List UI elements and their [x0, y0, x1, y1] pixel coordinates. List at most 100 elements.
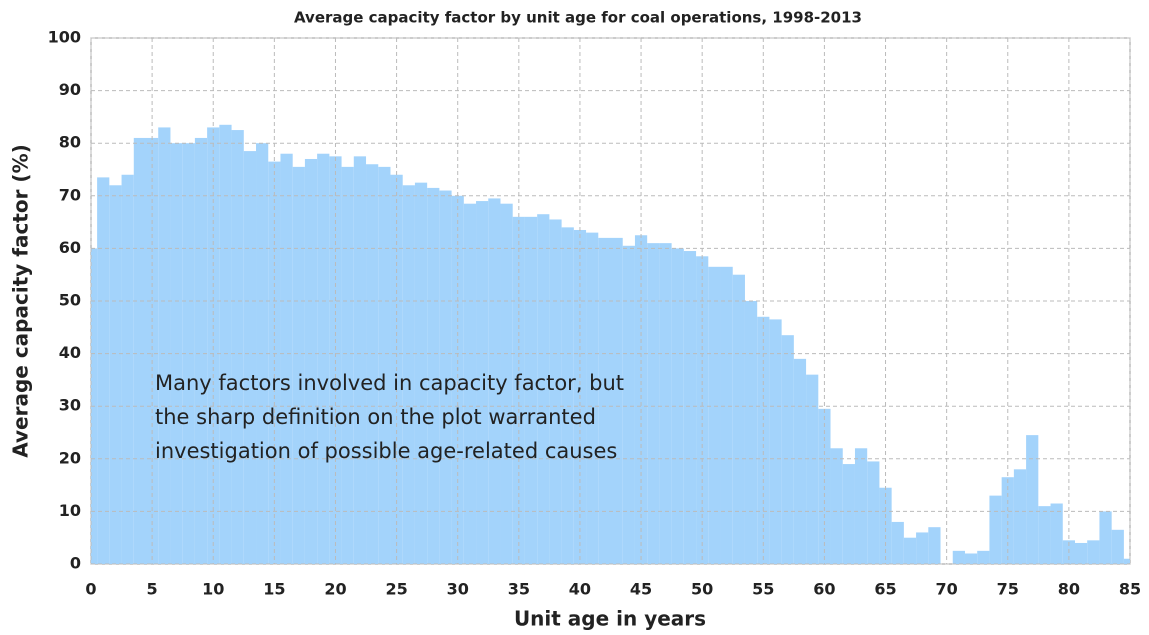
bars — [91, 124, 1130, 564]
y-tick-label: 10 — [59, 501, 81, 520]
bar — [537, 214, 550, 564]
y-tick-label: 90 — [59, 80, 81, 99]
bar — [524, 216, 538, 564]
bar — [1050, 503, 1063, 564]
annotation-line: Many factors involved in capacity factor… — [155, 371, 624, 395]
y-tick-label: 80 — [59, 133, 81, 152]
bar — [1026, 435, 1039, 564]
bar — [97, 177, 110, 564]
x-axis-label: Unit age in years — [514, 607, 706, 631]
y-tick-label: 100 — [48, 28, 81, 47]
bar — [561, 227, 574, 564]
bar — [806, 374, 819, 564]
annotation: Many factors involved in capacity factor… — [155, 371, 624, 463]
bar — [1074, 542, 1088, 564]
bar — [439, 190, 452, 564]
bar — [891, 521, 904, 564]
bar — [194, 137, 208, 564]
x-tick-label: 75 — [997, 580, 1019, 599]
bar — [1013, 469, 1027, 564]
x-tick-label: 65 — [874, 580, 896, 599]
x-tick-label: 10 — [202, 580, 224, 599]
bar — [744, 301, 758, 564]
bar — [928, 527, 941, 564]
bar — [793, 358, 807, 564]
x-tick-label: 30 — [447, 580, 469, 599]
y-tick-label: 30 — [59, 396, 81, 415]
x-tick-label: 60 — [813, 580, 835, 599]
y-tick-label: 20 — [59, 448, 81, 467]
bar — [280, 153, 293, 564]
bar — [463, 203, 477, 564]
bar — [671, 248, 684, 564]
bar — [830, 448, 843, 564]
bar — [586, 232, 599, 564]
bar — [598, 237, 611, 564]
y-tick-label: 50 — [59, 291, 81, 310]
bar — [1123, 558, 1130, 564]
y-tick-label: 0 — [70, 554, 81, 573]
bar — [952, 550, 965, 564]
x-tick-label: 55 — [752, 580, 774, 599]
y-tick-label: 40 — [59, 343, 81, 362]
bar — [916, 532, 929, 564]
bar — [634, 235, 648, 564]
bar — [610, 237, 623, 564]
bar — [1111, 529, 1124, 564]
bar — [378, 166, 391, 564]
bar — [769, 319, 782, 564]
bar — [207, 127, 220, 564]
x-tick-label: 35 — [508, 580, 530, 599]
bar — [341, 166, 354, 564]
bar — [842, 464, 855, 564]
bar — [867, 461, 880, 564]
bar — [231, 130, 244, 564]
x-tick-label: 25 — [385, 580, 407, 599]
bar — [476, 201, 489, 564]
bar — [683, 251, 697, 564]
x-tick-label: 50 — [691, 580, 713, 599]
bar — [1001, 477, 1014, 564]
bar — [146, 137, 159, 564]
x-tick-label: 85 — [1119, 580, 1141, 599]
bar — [977, 550, 990, 564]
bar — [659, 243, 672, 564]
chart-title: Average capacity factor by unit age for … — [294, 9, 862, 27]
bar — [133, 137, 147, 564]
bar — [402, 185, 415, 564]
bar — [964, 553, 978, 564]
bar — [1038, 506, 1051, 564]
y-tick-label: 60 — [59, 238, 81, 257]
bar — [243, 151, 257, 564]
bar — [121, 174, 134, 564]
x-tick-label: 5 — [147, 580, 158, 599]
bar — [451, 195, 464, 564]
bar — [219, 124, 232, 564]
bar — [549, 219, 562, 564]
bar — [304, 158, 318, 564]
annotation-line: investigation of possible age-related ca… — [155, 439, 617, 463]
x-tick-label: 20 — [324, 580, 346, 599]
bar — [1099, 511, 1112, 564]
x-tick-label: 40 — [569, 580, 591, 599]
bar — [854, 448, 868, 564]
bar — [109, 185, 122, 564]
bar — [500, 203, 513, 564]
bar — [708, 266, 721, 564]
bar — [622, 245, 635, 564]
bar — [366, 164, 379, 564]
y-tick-label: 70 — [59, 185, 81, 204]
x-tick-label: 80 — [1058, 580, 1080, 599]
bar — [781, 335, 794, 564]
bar — [647, 243, 660, 564]
bar — [903, 537, 917, 564]
bar — [989, 495, 1002, 564]
bar — [353, 156, 367, 564]
bar — [1087, 540, 1100, 564]
bar — [732, 274, 745, 564]
bar — [317, 153, 330, 564]
x-tick-label: 0 — [85, 580, 96, 599]
bar — [720, 266, 733, 564]
bar — [427, 187, 440, 564]
